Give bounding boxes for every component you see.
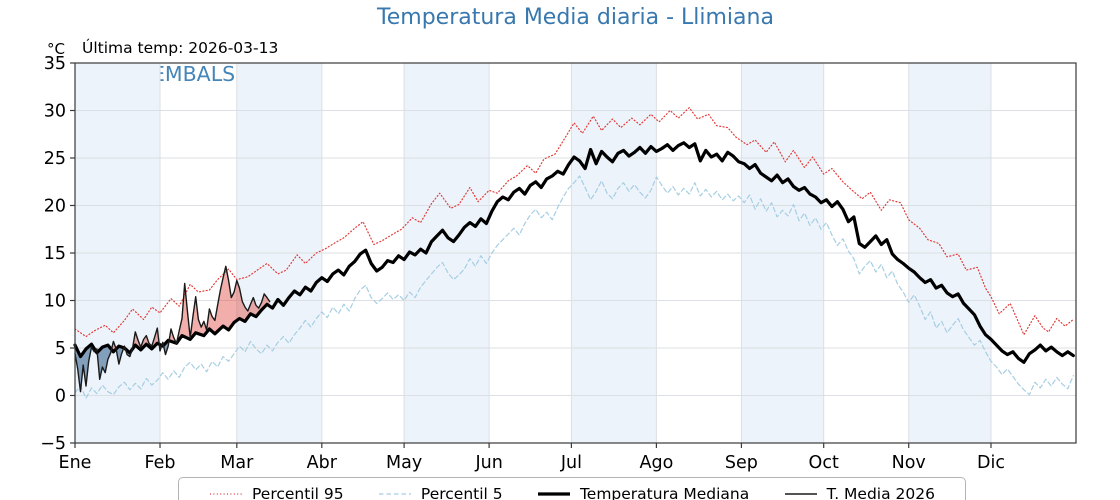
legend-line-sample	[537, 492, 570, 496]
y-tick-label: 0	[55, 387, 66, 407]
x-tick-label: Oct	[809, 453, 839, 473]
x-tick-label: Dic	[977, 453, 1005, 473]
series-line-t-media-2026	[74, 265, 271, 393]
legend-item-percentil-95: Percentil 95	[209, 485, 344, 500]
x-tick-label: Ene	[59, 453, 92, 473]
legend-label: Percentil 5	[420, 485, 503, 500]
x-tick-label: May	[386, 453, 422, 473]
fill-below-median	[116, 346, 124, 365]
fill-above-median	[177, 266, 270, 343]
legend-line-sample	[210, 493, 242, 495]
x-tick-label: Mar	[220, 453, 254, 473]
legend-item-temperatura-mediana: Temperatura Mediana	[537, 485, 749, 500]
legend-line-sample	[378, 493, 411, 495]
x-tick-label: Abr	[307, 453, 338, 473]
legend-label: Temperatura Mediana	[579, 485, 750, 500]
y-tick-label: 15	[44, 244, 66, 264]
legend-line-sample	[784, 493, 817, 495]
x-tick-label: Nov	[892, 453, 926, 473]
y-tick-label: 10	[44, 292, 66, 312]
legend-label: Percentil 95	[252, 485, 344, 500]
y-tick-label: 5	[55, 339, 66, 359]
legend-label: T. Media 2026	[826, 485, 935, 500]
x-tick-label: Ago	[640, 453, 674, 473]
legend-item-t-media-2026: T. Media 2026	[784, 485, 935, 500]
series-line-temperatura-mediana	[73, 141, 1075, 364]
y-tick-label: 25	[44, 149, 66, 169]
y-axis-unit-label: °C	[47, 40, 65, 58]
x-tick-label: Jul	[560, 453, 582, 473]
x-tick-label: Sep	[725, 453, 758, 473]
x-tick-label: Jun	[474, 453, 502, 473]
series-line-percentil-95	[74, 107, 1074, 338]
series-line-percentil-5	[74, 175, 1074, 399]
x-tick-label: Feb	[145, 453, 176, 473]
y-tick-label: 30	[44, 102, 66, 122]
y-tick-label: 35	[44, 54, 66, 74]
last-temp-annotation: Última temp: 2026-03-13	[82, 39, 279, 57]
y-tick-label: −5	[40, 434, 66, 454]
legend-item-percentil-5: Percentil 5	[378, 485, 503, 500]
page-title: Temperatura Media diaria - Llimiana	[377, 5, 774, 30]
legend: Percentil 95 Percentil 5 Temperatura Med…	[178, 477, 966, 500]
y-tick-label: 20	[44, 197, 66, 217]
